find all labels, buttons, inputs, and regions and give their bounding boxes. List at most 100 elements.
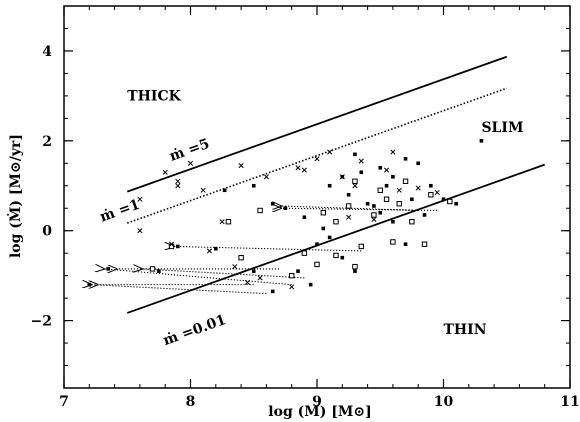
point-open-square bbox=[390, 239, 396, 245]
point-filled-square bbox=[270, 201, 275, 206]
point-filled-square bbox=[346, 192, 351, 197]
x-tick-label: 8 bbox=[186, 394, 196, 410]
point-cross bbox=[415, 185, 421, 191]
point-filled-square bbox=[384, 183, 389, 188]
point-filled-square bbox=[270, 289, 275, 294]
point-filled-square bbox=[308, 282, 313, 287]
point-open-square bbox=[301, 250, 308, 256]
point-cross bbox=[263, 174, 269, 180]
point-open-square bbox=[383, 196, 390, 202]
point-filled-square bbox=[214, 246, 218, 251]
point-cross bbox=[371, 216, 377, 223]
region-label-thick: THICK bbox=[127, 88, 181, 104]
y-tick-label: 4 bbox=[42, 44, 52, 60]
point-cross bbox=[219, 219, 225, 225]
line-label-0: ṁ =5 bbox=[168, 136, 212, 165]
point-filled-square bbox=[391, 219, 395, 224]
y-tick-label: 2 bbox=[42, 134, 52, 150]
point-filled-square bbox=[251, 269, 256, 273]
arrows bbox=[91, 206, 438, 295]
point-open-square bbox=[314, 261, 320, 268]
plot-frame bbox=[63, 5, 571, 389]
point-open-square bbox=[333, 219, 339, 225]
point-open-square bbox=[333, 252, 339, 259]
point-cross bbox=[339, 174, 345, 180]
point-open-square bbox=[409, 219, 415, 225]
point-cross bbox=[175, 183, 181, 189]
point-open-square bbox=[257, 207, 263, 214]
point-cross bbox=[358, 158, 364, 164]
point-filled-square bbox=[454, 201, 458, 206]
tick-labels: 7 8 9 10 11 −2 0 2 4 bbox=[31, 44, 580, 410]
region-label-slim: SLIM bbox=[481, 120, 523, 136]
point-open-square bbox=[421, 241, 428, 247]
point-cross bbox=[314, 156, 320, 162]
point-filled-square bbox=[372, 204, 376, 208]
point-filled-square bbox=[441, 197, 446, 202]
region-labels: ṁ =5 ṁ =1 ṁ =0.01 THICK SLIM THIN bbox=[98, 88, 524, 349]
evolution-arrow bbox=[104, 269, 292, 286]
line-mdot-0 bbox=[126, 55, 508, 193]
point-cross bbox=[396, 187, 402, 193]
point-filled-square bbox=[321, 226, 326, 231]
point-open-square bbox=[402, 178, 409, 184]
point-open-square bbox=[358, 243, 364, 250]
point-filled-square bbox=[391, 174, 395, 179]
point-open-square bbox=[345, 203, 352, 209]
point-filled-square bbox=[302, 215, 307, 220]
y-tick-label: 0 bbox=[42, 224, 52, 240]
point-filled-square bbox=[222, 188, 227, 193]
point-filled-square bbox=[353, 152, 357, 157]
point-open-square bbox=[371, 212, 377, 218]
point-open-square bbox=[225, 219, 232, 225]
point-cross bbox=[384, 167, 390, 173]
point-filled-square bbox=[416, 161, 420, 166]
evolution-arrow bbox=[142, 269, 305, 279]
point-filled-square bbox=[422, 213, 427, 217]
point-cross bbox=[257, 275, 263, 281]
evolution-arrow bbox=[281, 206, 419, 212]
data-points bbox=[87, 139, 484, 294]
point-cross bbox=[295, 165, 301, 171]
x-tick-label: 10 bbox=[434, 394, 454, 410]
point-open-square bbox=[352, 178, 358, 184]
line-label-1: ṁ =1 bbox=[98, 197, 142, 226]
region-label-thin: THIN bbox=[444, 322, 487, 338]
point-cross bbox=[168, 241, 175, 247]
point-filled-square bbox=[429, 183, 433, 188]
y-axis-label: log (Ṁ) [M⊙/yr] bbox=[6, 134, 24, 258]
point-filled-square bbox=[378, 165, 383, 170]
point-cross bbox=[200, 187, 206, 193]
point-cross bbox=[232, 264, 238, 270]
point-cross bbox=[244, 279, 250, 285]
point-filled-square bbox=[359, 170, 364, 175]
evolution-arrow bbox=[174, 246, 362, 252]
point-filled-square bbox=[365, 201, 370, 206]
point-cross bbox=[346, 214, 352, 220]
point-open-square bbox=[428, 192, 434, 198]
point-open-square bbox=[320, 210, 327, 216]
ticks bbox=[63, 5, 571, 389]
evolution-arrow bbox=[281, 208, 438, 210]
point-open-square bbox=[396, 201, 402, 207]
point-filled-square bbox=[340, 255, 345, 260]
point-open-square bbox=[352, 263, 358, 270]
point-filled-square bbox=[315, 242, 319, 246]
point-cross bbox=[390, 149, 396, 155]
point-filled-square bbox=[378, 210, 383, 215]
y-tick-label: −2 bbox=[31, 314, 52, 330]
point-filled-square bbox=[410, 197, 414, 202]
point-cross bbox=[187, 160, 194, 166]
point-open-square bbox=[149, 266, 156, 272]
point-cross bbox=[137, 228, 143, 234]
point-filled-square bbox=[403, 242, 408, 246]
line-label-2: ṁ =0.01 bbox=[161, 312, 228, 349]
evolution-arrow bbox=[91, 285, 267, 295]
reference-lines bbox=[126, 55, 546, 314]
point-cross bbox=[289, 284, 295, 290]
point-filled-square bbox=[251, 183, 256, 188]
x-tick-label: 11 bbox=[560, 394, 579, 410]
point-filled-square bbox=[176, 244, 180, 249]
point-filled-square bbox=[479, 139, 484, 143]
point-cross bbox=[327, 149, 333, 155]
